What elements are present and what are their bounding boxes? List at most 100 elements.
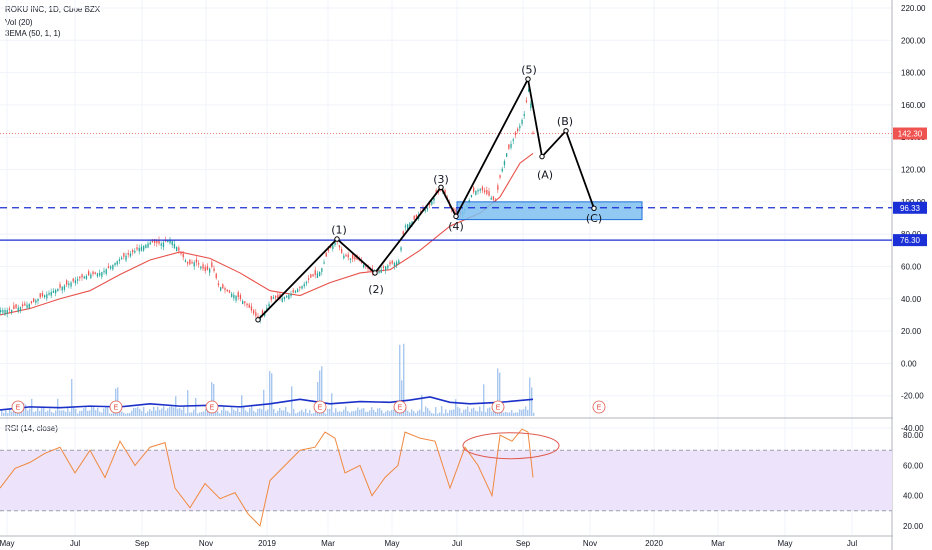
candle-body: [495, 199, 497, 202]
candle-body: [235, 295, 237, 301]
candle-body: [393, 262, 396, 267]
candle-body: [380, 269, 382, 273]
candle-body: [400, 247, 402, 251]
volume-bar: [517, 412, 519, 416]
volume-bar: [59, 410, 61, 416]
candle-body: [433, 197, 435, 201]
volume-bar: [327, 409, 329, 416]
volume-bar: [29, 408, 31, 416]
earnings-label: E: [210, 405, 215, 412]
volume-bar: [127, 413, 129, 416]
volume-bar: [155, 410, 157, 416]
volume-bar: [221, 410, 223, 416]
candle-body: [275, 296, 277, 298]
volume-bar: [423, 411, 425, 416]
rsi-tick-label: 20.00: [903, 522, 924, 531]
volume-bar: [171, 406, 173, 416]
x-tick-label: Mar: [711, 539, 725, 548]
wave-label: (1): [331, 223, 347, 236]
x-tick-label: Mar: [321, 539, 335, 548]
candle-body: [277, 294, 279, 299]
candle-body: [15, 304, 17, 309]
volume-bar: [35, 411, 37, 416]
last-price-label: 142.30: [898, 130, 923, 139]
candle-body: [35, 300, 37, 303]
candle-body: [528, 88, 530, 92]
candle-body: [2, 310, 4, 313]
rsi-tick-label: 80.00: [903, 431, 924, 440]
volume-indicator-label: Vol (20): [5, 18, 33, 27]
candle-body: [149, 242, 151, 245]
volume-bar: [401, 380, 403, 416]
candle-body: [492, 196, 495, 200]
volume-bar: [69, 411, 71, 416]
candle-body: [272, 297, 275, 299]
candle-body: [171, 241, 173, 246]
volume-bar: [441, 406, 443, 416]
candle-body: [424, 209, 426, 212]
volume-bar: [119, 411, 121, 416]
candle-body: [387, 265, 389, 269]
volume-bar: [329, 408, 331, 416]
candle-body: [319, 271, 321, 277]
candle-body: [255, 312, 257, 317]
price-tick-label: -20.00: [901, 392, 924, 401]
volume-bar: [287, 411, 289, 416]
candle-body: [239, 295, 242, 299]
candle-body: [191, 261, 193, 264]
candle-body: [182, 253, 184, 258]
candle-body: [48, 293, 50, 295]
volume-bar: [193, 409, 195, 416]
volume-bar: [167, 408, 169, 416]
volume-bar: [55, 410, 57, 416]
candle-body: [83, 276, 85, 279]
level-price-label: 96.33: [900, 204, 921, 213]
volume-bar: [219, 413, 221, 416]
candle-body: [470, 194, 473, 198]
volume-bar: [483, 384, 485, 416]
volume-bar: [339, 411, 341, 416]
volume-bar: [151, 410, 153, 416]
volume-bar: [139, 408, 141, 416]
rsi-band: [0, 450, 892, 511]
x-tick-label: Nov: [583, 539, 597, 548]
volume-bar: [295, 413, 297, 416]
volume-bar: [379, 408, 381, 416]
candle-body: [90, 274, 92, 279]
volume-bar: [515, 412, 517, 416]
volume-bar: [373, 409, 375, 416]
volume-bar: [191, 412, 193, 416]
volume-bar: [173, 407, 175, 416]
earnings-label: E: [496, 405, 501, 412]
volume-bar: [275, 413, 277, 416]
volume-bar: [261, 409, 263, 416]
volume-bar: [479, 406, 481, 416]
support-zone: [456, 201, 643, 221]
price-tick-label: 0.00: [901, 359, 917, 368]
volume-bar: [107, 407, 109, 416]
volume-bar: [43, 407, 45, 416]
candle-body: [198, 263, 200, 265]
volume-bar: [129, 412, 131, 416]
wave-label: (2): [368, 283, 384, 296]
candle-body: [116, 261, 118, 265]
candle-body: [41, 292, 44, 297]
volume-bar: [427, 408, 429, 416]
volume-bar: [331, 393, 333, 416]
volume-bar: [443, 413, 445, 416]
candle-body: [242, 301, 244, 305]
volume-bar: [527, 409, 529, 416]
volume-bar: [513, 412, 515, 416]
candle-body: [72, 278, 74, 282]
volume-bar: [429, 410, 431, 416]
candle-body: [290, 293, 292, 297]
volume-bar: [183, 407, 185, 416]
volume-bar: [227, 410, 229, 416]
candle-body: [519, 125, 521, 129]
candle-body: [501, 168, 503, 172]
x-tick-label: Jul: [70, 539, 80, 548]
candle-body: [301, 286, 303, 289]
volume-bar: [189, 412, 191, 416]
earnings-label: E: [597, 405, 602, 412]
